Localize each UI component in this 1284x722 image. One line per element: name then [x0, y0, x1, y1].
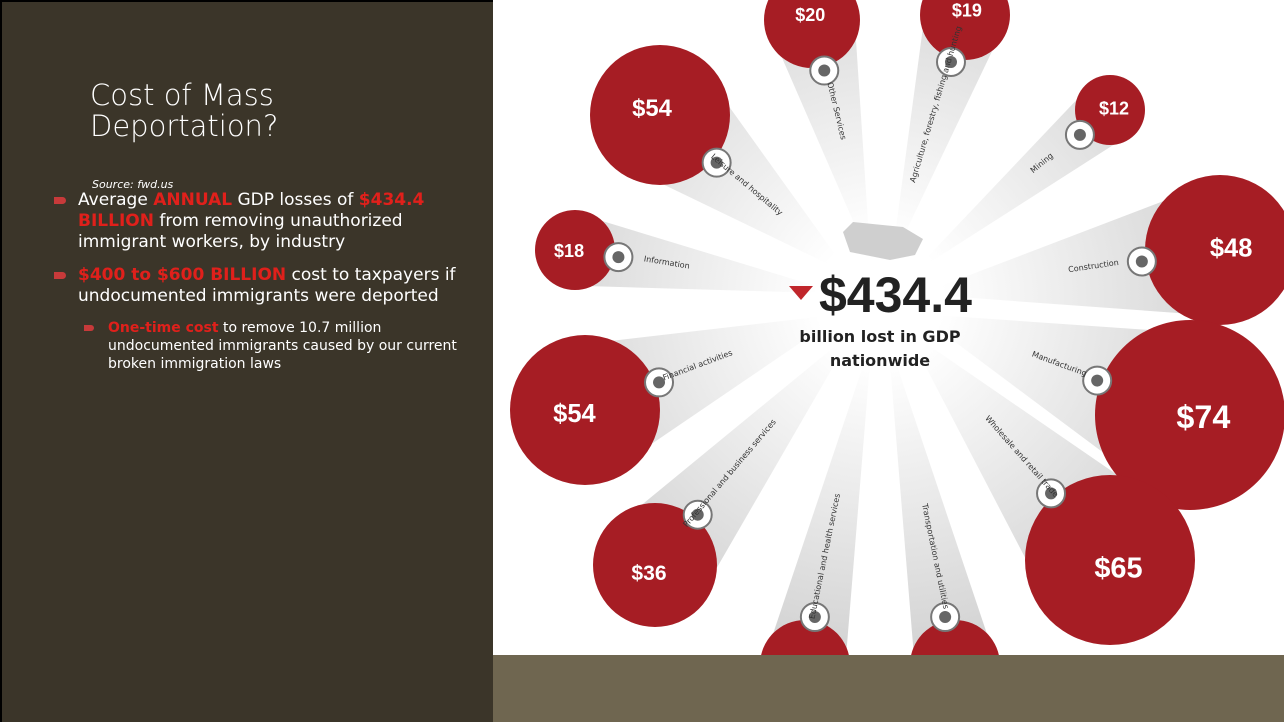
total: $434.4 — [819, 267, 972, 323]
beam — [891, 3, 1004, 262]
icon-glyph — [710, 156, 723, 169]
source: Source: fwd.us — [92, 178, 174, 191]
icon-glyph — [808, 611, 821, 624]
bullet: Average ANNUAL GDP losses of $434.4 BILL… — [50, 190, 470, 253]
bullet: $400 to $600 BILLION cost to taxpayers i… — [50, 265, 470, 307]
value: $36 — [631, 562, 666, 585]
value: $19 — [952, 1, 982, 21]
beam — [569, 214, 841, 294]
value: $54 — [632, 95, 672, 122]
value: $54 — [553, 400, 596, 428]
icon-glyph — [1135, 255, 1148, 268]
highlight: One-time cost — [108, 320, 219, 336]
bubble — [911, 620, 999, 655]
icon-glyph — [1091, 374, 1104, 387]
bubble — [1025, 475, 1195, 645]
us-map — [843, 222, 923, 260]
bubble — [590, 45, 730, 185]
icon-glyph — [818, 64, 831, 77]
text: cost to taxpayers if undocumented immigr… — [78, 265, 456, 306]
icon-glyph — [944, 55, 957, 68]
icon-glyph — [612, 251, 625, 264]
bubble — [510, 335, 660, 485]
icon-glyph — [653, 376, 666, 389]
icon-glyph — [1073, 128, 1086, 141]
text: from removing unauthorized immigrant wor… — [78, 211, 403, 252]
title: Cost of Mass Deportation? — [90, 78, 279, 143]
bubble — [535, 210, 615, 290]
icon-glyph — [691, 508, 704, 521]
bubble — [593, 503, 717, 627]
footer-bar — [493, 655, 1284, 722]
caption: nationwide — [830, 351, 930, 370]
beam — [770, 9, 871, 262]
bubble — [764, 0, 860, 68]
value: $20 — [795, 5, 825, 25]
value: $74 — [1176, 399, 1230, 435]
text: Average — [78, 190, 154, 210]
sub-bullet: One-time cost to remove 10.7 million und… — [50, 319, 470, 373]
caption: billion lost in GDP — [799, 327, 960, 346]
highlight: $400 to $600 BILLION — [78, 265, 287, 285]
bubble — [920, 0, 1010, 60]
bullets: Average ANNUAL GDP losses of $434.4 BILL… — [50, 190, 470, 385]
bubble — [1145, 175, 1284, 325]
value: $48 — [1210, 234, 1253, 262]
down-arrow — [789, 286, 813, 300]
text: GDP losses of — [232, 190, 359, 210]
bubble — [1095, 320, 1284, 510]
icon-glyph — [939, 611, 952, 624]
highlight: $434.4 BILLION — [78, 190, 425, 231]
value: $18 — [554, 241, 584, 261]
highlight: ANNUAL — [153, 190, 233, 210]
beam — [919, 183, 1230, 317]
left-panel: Cost of Mass Deportation? Source: fwd.us… — [0, 0, 493, 722]
value: $65 — [1094, 553, 1142, 585]
value: $12 — [1099, 99, 1129, 119]
text: to remove 10.7 million undocumented immi… — [108, 320, 457, 372]
bubble — [761, 620, 849, 655]
icon-glyph — [1045, 487, 1058, 500]
